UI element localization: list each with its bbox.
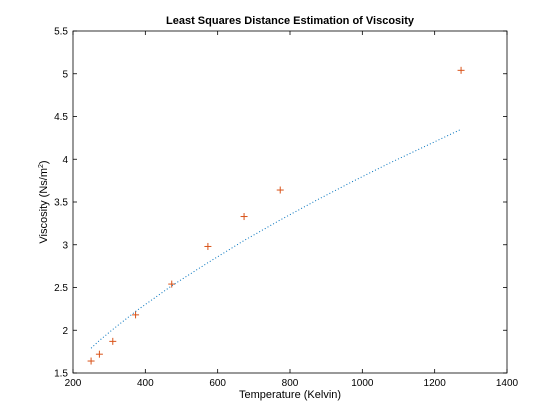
axis-layer: 200 400 600 800 1000 1200 1400 1.5 2 2.5 3 3.5 4 4.5 5…	[54, 27, 518, 390]
y-axis-label: Viscosity (Ns/m2)	[38, 160, 50, 243]
x-tick-label: 200	[65, 378, 82, 389]
y-tick-label: 4.5	[54, 112, 68, 123]
y-tick-label: 5.5	[54, 27, 68, 38]
y-axis-label-close: )	[38, 160, 50, 164]
chart-title: Least Squares Distance Estimation of Vis…	[166, 15, 415, 27]
x-tick-label: 1200	[424, 378, 447, 389]
y-tick-label: 3.5	[54, 198, 68, 209]
data-point-marker	[457, 66, 465, 74]
x-axis-label: Temperature (Kelvin)	[239, 389, 341, 401]
x-tick-label: 1400	[496, 378, 519, 389]
x-tick-label: 600	[209, 378, 226, 389]
y-tick-label: 1.5	[54, 369, 68, 380]
x-tick-label: 800	[282, 378, 299, 389]
x-tick-label: 1000	[351, 378, 374, 389]
y-tick-label: 3	[62, 240, 68, 251]
y-tick-label: 2	[62, 326, 68, 337]
data-point-marker	[109, 337, 117, 345]
series-layer	[87, 66, 465, 365]
y-axis-label-main: Viscosity (Ns/m	[38, 168, 50, 244]
y-tick-label: 2.5	[54, 283, 68, 294]
data-point-marker	[87, 357, 95, 365]
y-axis-label-superscript: 2	[38, 164, 45, 168]
data-point-marker	[204, 242, 212, 250]
x-tick-label: 400	[137, 378, 154, 389]
data-point-marker	[240, 213, 248, 221]
y-tick-label: 5	[62, 69, 68, 80]
data-point-marker	[95, 350, 103, 358]
data-point-marker	[276, 186, 284, 194]
data-point-marker	[132, 311, 140, 319]
y-tick-label: 4	[62, 155, 68, 166]
data-point-marker	[168, 280, 176, 288]
plot-area	[72, 30, 508, 374]
